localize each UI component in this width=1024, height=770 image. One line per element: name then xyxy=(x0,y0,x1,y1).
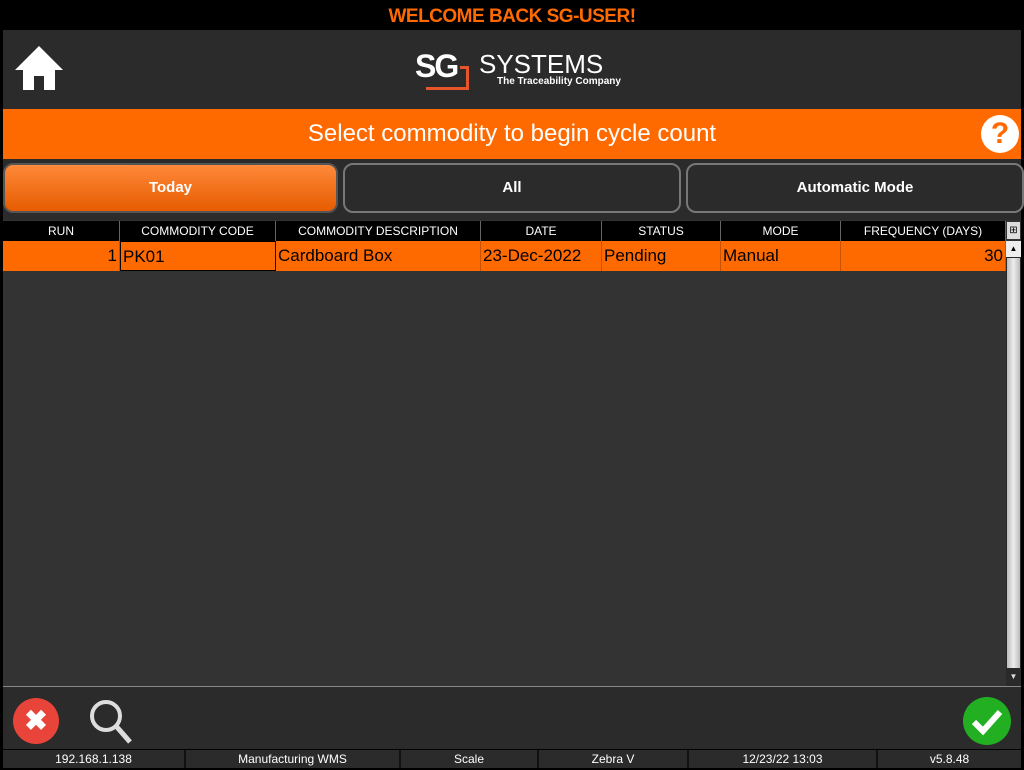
cell-mode[interactable]: Manual xyxy=(721,241,841,271)
commodity-table: RUN COMMODITY CODE COMMODITY DESCRIPTION… xyxy=(3,220,1021,686)
cell-run[interactable]: 1 xyxy=(3,241,120,271)
column-header-date[interactable]: DATE xyxy=(481,221,602,241)
cancel-button[interactable]: ✖ xyxy=(13,698,59,744)
column-header-commodity-description[interactable]: COMMODITY DESCRIPTION xyxy=(276,221,481,241)
logo-bracket-top xyxy=(460,66,469,69)
page-title: Select commodity to begin cycle count ? xyxy=(3,109,1021,159)
column-header-mode[interactable]: MODE xyxy=(721,221,841,241)
page-title-text: Select commodity to begin cycle count xyxy=(307,120,717,147)
column-header-frequency[interactable]: FREQUENCY (DAYS) xyxy=(841,221,1006,241)
status-scale: Scale xyxy=(401,750,539,768)
status-printer: Zebra V xyxy=(539,750,689,768)
checkmark-icon xyxy=(971,709,1003,736)
logo: SG SYSTEMS The Traceability Company xyxy=(413,48,633,93)
logo-name: SYSTEMS xyxy=(479,49,604,79)
filter-tabs: Today All Automatic Mode xyxy=(3,159,1024,220)
scroll-up-icon[interactable]: ▲ xyxy=(1006,241,1021,257)
tab-automatic-mode[interactable]: Automatic Mode xyxy=(686,163,1024,213)
column-header-status[interactable]: STATUS xyxy=(602,221,721,241)
scroll-thumb[interactable] xyxy=(1007,258,1020,668)
search-icon xyxy=(90,700,132,744)
status-bar: 192.168.1.138 Manufacturing WMS Scale Ze… xyxy=(3,750,1021,768)
logo-bracket xyxy=(426,68,469,90)
home-button[interactable] xyxy=(13,44,65,92)
column-header-run[interactable]: RUN xyxy=(3,221,120,241)
column-header-commodity-code[interactable]: COMMODITY CODE xyxy=(120,221,276,241)
cell-commodity-code[interactable]: PK01 xyxy=(120,241,276,271)
tab-label: All xyxy=(502,179,522,196)
welcome-banner: WELCOME BACK SG-USER! xyxy=(3,3,1021,30)
cell-date[interactable]: 23-Dec-2022 xyxy=(481,241,602,271)
cell-commodity-description[interactable]: Cardboard Box xyxy=(276,241,481,271)
tab-all[interactable]: All xyxy=(343,163,681,213)
tab-label: Today xyxy=(148,179,193,196)
cell-status[interactable]: Pending xyxy=(602,241,721,271)
logo-mark: SG xyxy=(415,48,459,84)
status-version: v5.8.48 xyxy=(929,752,970,766)
status-ip: 192.168.1.138 xyxy=(3,750,186,768)
search-button[interactable] xyxy=(87,697,135,745)
tab-today[interactable]: Today xyxy=(3,163,338,213)
tab-label: Automatic Mode xyxy=(796,179,914,196)
help-icon: ? xyxy=(990,117,1010,150)
home-icon xyxy=(15,46,63,90)
logo-tagline: The Traceability Company xyxy=(497,76,621,87)
vertical-scrollbar[interactable]: ▲ ▼ xyxy=(1006,241,1021,686)
cell-frequency[interactable]: 30 xyxy=(841,241,1006,271)
help-button[interactable]: ? xyxy=(981,115,1019,153)
bottom-toolbar: ✖ xyxy=(3,686,1021,749)
confirm-button[interactable] xyxy=(963,697,1011,745)
scroll-down-icon[interactable]: ▼ xyxy=(1006,669,1021,685)
header: SG SYSTEMS The Traceability Company xyxy=(3,30,1021,109)
status-datetime: 12/23/22 13:03 xyxy=(689,750,878,768)
close-icon: ✖ xyxy=(24,705,48,736)
column-chooser-icon[interactable]: ⊞ xyxy=(1007,222,1020,239)
status-app: Manufacturing WMS xyxy=(186,750,401,768)
